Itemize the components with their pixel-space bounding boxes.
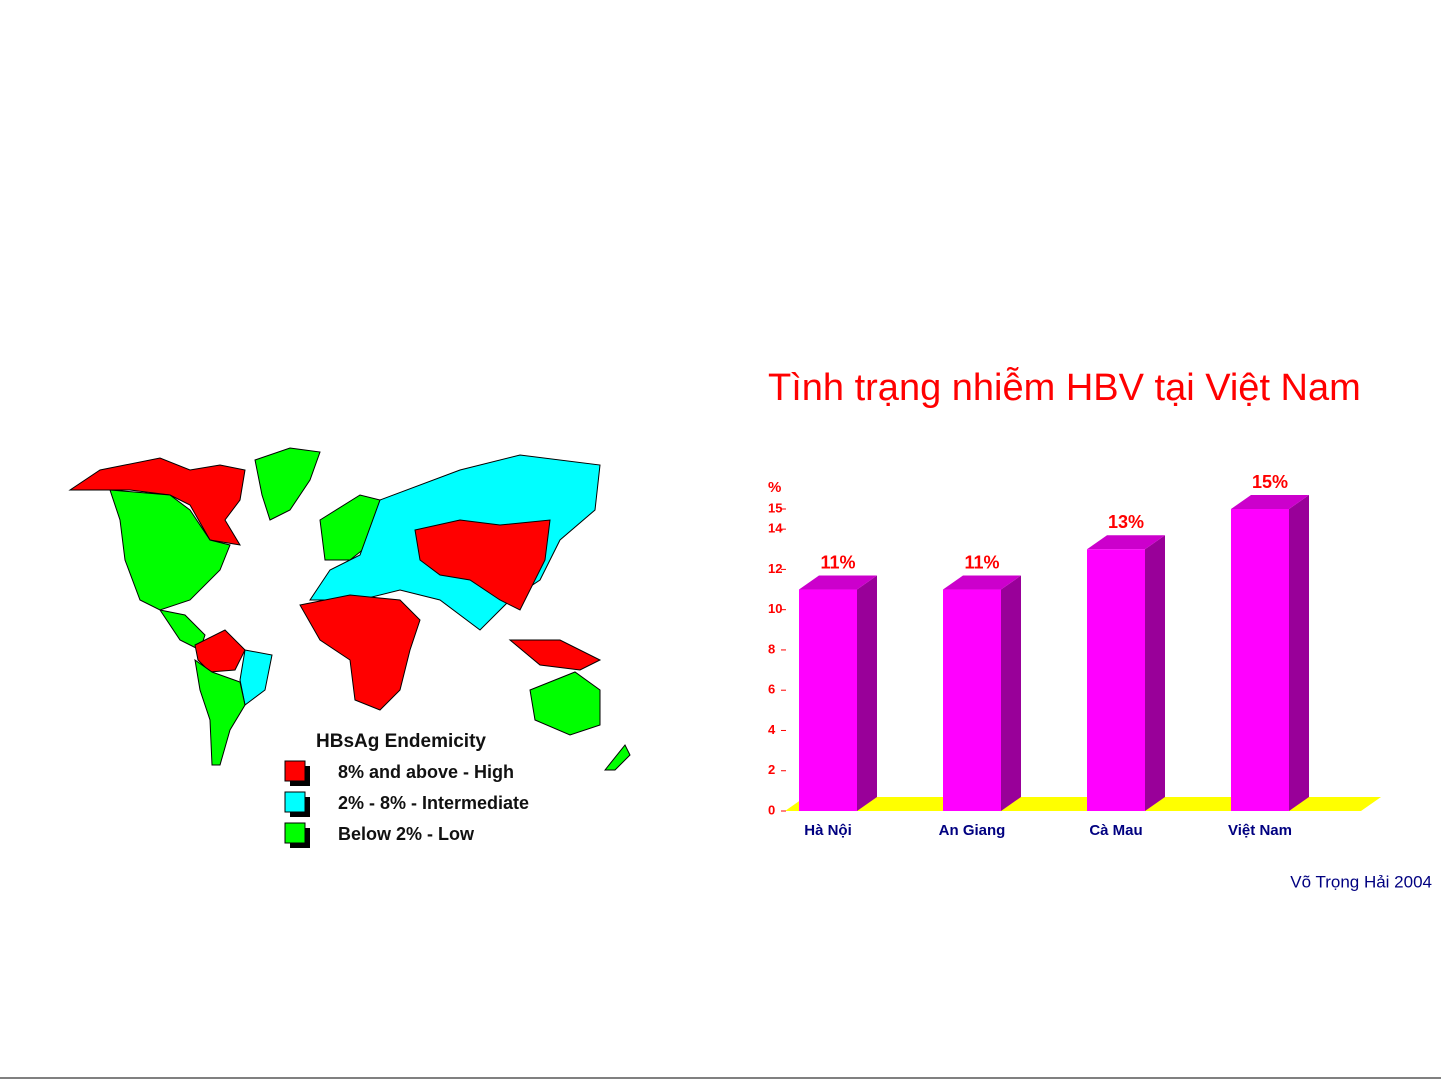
bar-top [943, 575, 1021, 590]
bar-top [799, 575, 877, 590]
y-tick-label: 2 [768, 762, 775, 777]
legend-title: HBsAg Endemicity [316, 731, 486, 752]
legend-swatch [284, 760, 306, 782]
map-region [194, 629, 246, 673]
y-tick-label: 6 [768, 682, 775, 697]
map-region [603, 744, 631, 771]
y-tick-label: 14 [768, 521, 783, 536]
value-label: 13% [1108, 512, 1144, 532]
x-tick-label: An Giang [939, 822, 1006, 839]
credit: Võ Trọng Hải 2004 [1290, 872, 1432, 891]
bar-side [857, 575, 877, 811]
y-tick-label: 10 [768, 601, 782, 616]
bar-side [1289, 495, 1309, 811]
value-label: 11% [820, 552, 855, 572]
map-region [239, 649, 273, 706]
map-region [68, 457, 246, 546]
map-region [414, 519, 551, 611]
y-tick-label: 4 [768, 722, 776, 737]
legend-label: Below 2% - Low [338, 824, 475, 844]
legend-swatch [284, 791, 306, 813]
bar [1231, 509, 1289, 811]
bar [799, 589, 857, 811]
x-tick-label: Hà Nội [804, 822, 852, 839]
bar [943, 589, 1001, 811]
map-region [194, 658, 246, 766]
bar [1087, 549, 1145, 811]
value-label: 15% [1252, 472, 1288, 492]
value-label: 11% [964, 552, 999, 572]
bar-top [1087, 535, 1165, 550]
bar-side [1001, 575, 1021, 811]
chart-title: Tình trạng nhiễm HBV tại Việt Nam [768, 366, 1361, 409]
y-tick-label: 12 [768, 561, 782, 576]
bar-side [1145, 535, 1165, 811]
legend-label: 8% and above - High [338, 762, 514, 782]
map-region [529, 671, 601, 736]
legend-swatch [284, 822, 306, 844]
y-tick-label: 0 [768, 802, 775, 817]
map-region [299, 594, 421, 711]
map-legend: HBsAg Endemicity 8% and above - High 2% -… [284, 731, 529, 848]
y-axis-label: % [768, 479, 781, 496]
map-region [254, 447, 321, 521]
x-tick-label: Việt Nam [1228, 822, 1292, 839]
y-tick-label: 15 [768, 500, 782, 515]
legend-label: 2% - 8% - Intermediate [338, 793, 529, 813]
map-region [109, 489, 231, 611]
bar-top [1231, 495, 1309, 509]
map-region [508, 639, 602, 671]
world-map [68, 447, 631, 771]
x-tick-label: Cà Mau [1089, 822, 1142, 839]
y-tick-label: 8 [768, 641, 775, 656]
